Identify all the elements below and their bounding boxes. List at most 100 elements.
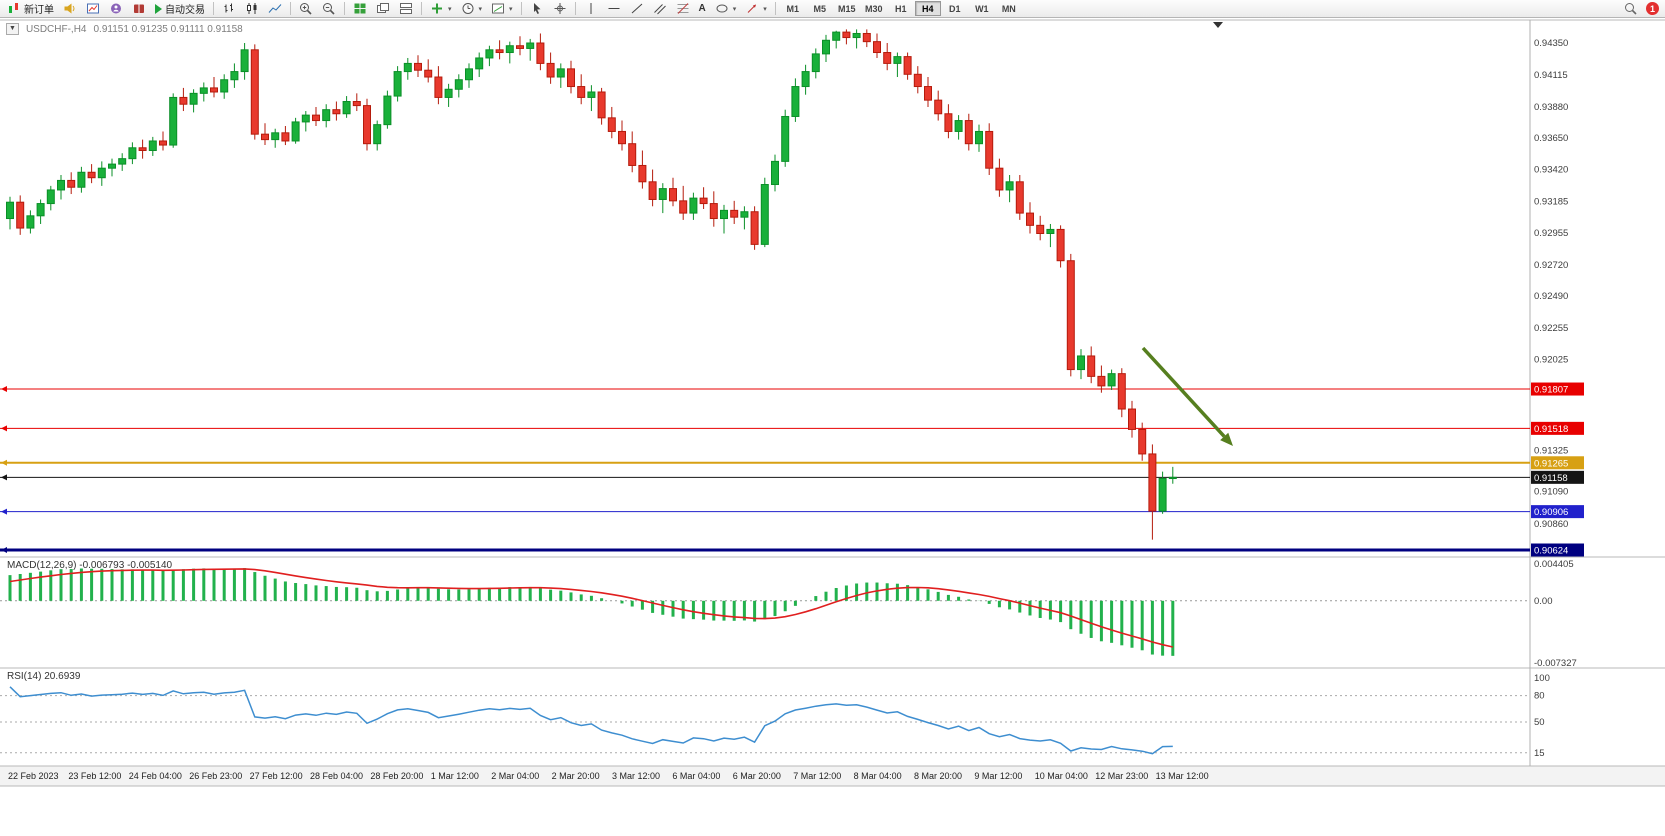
- svg-text:8 Mar 04:00: 8 Mar 04:00: [854, 771, 902, 781]
- chart-background: [0, 18, 1665, 836]
- svg-text:10 Mar 04:00: 10 Mar 04:00: [1035, 771, 1088, 781]
- timeframe-m30[interactable]: M30: [865, 4, 883, 14]
- indicators-button[interactable]: [426, 1, 456, 17]
- candlestick-series: [6, 29, 1177, 540]
- rsi-indicator-label: RSI(14) 20.6939: [7, 671, 81, 682]
- arrows-tool-button[interactable]: [741, 1, 771, 17]
- trend-arrow-annotation[interactable]: [1141, 346, 1233, 446]
- timeframe-m5[interactable]: M5: [813, 4, 827, 14]
- zoom-out-icon: [323, 3, 335, 15]
- trendline-icon: [631, 3, 642, 14]
- notification-badge[interactable]: 1: [1646, 2, 1659, 15]
- candlestick-chart-icon: [247, 3, 257, 14]
- cursor-button[interactable]: [526, 1, 548, 17]
- fibonacci-tool-button[interactable]: [672, 1, 694, 17]
- text-tool-button[interactable]: A: [695, 1, 710, 17]
- svg-text:27 Feb 12:00: 27 Feb 12:00: [250, 771, 303, 781]
- vertical-line-icon: [590, 3, 592, 14]
- svg-text:0.90860: 0.90860: [1534, 519, 1568, 530]
- svg-text:50: 50: [1534, 717, 1545, 728]
- timeframe-m15[interactable]: M15: [838, 4, 856, 14]
- zoom-in-button[interactable]: [295, 1, 317, 17]
- svg-text:26 Feb 23:00: 26 Feb 23:00: [189, 771, 242, 781]
- timeframe-h1[interactable]: H1: [895, 4, 907, 14]
- svg-text:6 Mar 04:00: 6 Mar 04:00: [672, 771, 720, 781]
- new-order-button[interactable]: 新订单: [3, 1, 58, 17]
- toolbar-separator: [213, 2, 214, 15]
- line-chart-type-button[interactable]: [264, 1, 286, 17]
- svg-text:2 Mar 20:00: 2 Mar 20:00: [552, 771, 600, 781]
- chart-window-icon: [87, 3, 99, 14]
- chart-shift-marker[interactable]: [1213, 22, 1223, 28]
- cascade-windows-button[interactable]: [372, 1, 394, 17]
- sound-button[interactable]: [59, 1, 81, 17]
- timeframe-d1[interactable]: D1: [949, 4, 961, 14]
- new-order-label: 新订单: [24, 5, 54, 16]
- svg-text:8 Mar 20:00: 8 Mar 20:00: [914, 771, 962, 781]
- fibonacci-icon: [677, 3, 689, 14]
- chart-canvas[interactable]: 0.94350 0.94115 0.93880 0.93650 0.93420 0.931…: [0, 18, 1665, 836]
- search-button[interactable]: [1620, 1, 1642, 17]
- text-tool-icon: A: [698, 3, 706, 14]
- price-level-lines[interactable]: [0, 386, 1530, 553]
- toolbar: 新订单 自动交易: [0, 0, 1665, 18]
- svg-text:0.91265: 0.91265: [1534, 458, 1568, 469]
- chart-window-button[interactable]: [82, 1, 104, 17]
- crosshair-icon: [554, 3, 566, 14]
- svg-text:15: 15: [1534, 748, 1545, 759]
- svg-text:6 Mar 20:00: 6 Mar 20:00: [733, 771, 781, 781]
- candle-chart-type-button[interactable]: [241, 1, 263, 17]
- toolbar-separator: [290, 2, 291, 15]
- svg-text:2 Mar 04:00: 2 Mar 04:00: [491, 771, 539, 781]
- channel-tool-button[interactable]: [649, 1, 671, 17]
- svg-text:12 Mar 23:00: 12 Mar 23:00: [1095, 771, 1148, 781]
- crosshair-button[interactable]: [549, 1, 571, 17]
- vertical-line-tool-button[interactable]: [580, 1, 602, 17]
- svg-text:0.90624: 0.90624: [1534, 546, 1568, 557]
- trendline-tool-button[interactable]: [626, 1, 648, 17]
- time-axis[interactable]: 22 Feb 2023 23 Feb 12:00 24 Feb 04:00 26 Fe…: [8, 771, 1209, 781]
- profile-icon: [111, 3, 121, 14]
- market-button[interactable]: [128, 1, 150, 17]
- shapes-tool-button[interactable]: [711, 1, 741, 17]
- horizontal-line-icon: [608, 8, 620, 9]
- timeframe-mn[interactable]: MN: [1001, 4, 1016, 14]
- arrange-windows-icon: [400, 3, 412, 14]
- shapes-icon: [716, 4, 728, 13]
- svg-text:28 Feb 04:00: 28 Feb 04:00: [310, 771, 363, 781]
- svg-text:24 Feb 04:00: 24 Feb 04:00: [129, 771, 182, 781]
- timeframe-h4[interactable]: H4: [914, 1, 941, 16]
- svg-text:0.92720: 0.92720: [1534, 260, 1568, 271]
- svg-text:0.93185: 0.93185: [1534, 197, 1568, 208]
- profile-button[interactable]: [105, 1, 127, 17]
- toolbar-separator: [520, 2, 522, 15]
- templates-button[interactable]: [487, 1, 517, 17]
- periods-button[interactable]: [457, 1, 487, 17]
- zoom-out-button[interactable]: [318, 1, 340, 17]
- svg-text:0.92490: 0.92490: [1534, 291, 1568, 302]
- timeframe-m1[interactable]: M1: [786, 4, 800, 14]
- zoom-in-icon: [300, 3, 312, 15]
- svg-text:0.91158: 0.91158: [1534, 473, 1568, 484]
- svg-text:7 Mar 12:00: 7 Mar 12:00: [793, 771, 841, 781]
- price-scale[interactable]: 0.94350 0.94115 0.93880 0.93650 0.93420 0.931…: [1531, 38, 1584, 557]
- one-click-trading-toggle[interactable]: ▼: [6, 23, 19, 35]
- svg-text:0.92255: 0.92255: [1534, 323, 1568, 334]
- search-icon: [1625, 3, 1637, 15]
- add-indicator-icon: [432, 3, 442, 14]
- svg-text:0.91090: 0.91090: [1534, 487, 1568, 498]
- toolbar-separator: [774, 2, 776, 15]
- arrange-windows-button[interactable]: [395, 1, 417, 17]
- autotrade-button[interactable]: 自动交易: [151, 1, 209, 17]
- horizontal-line-tool-button[interactable]: [603, 1, 625, 17]
- bar-chart-type-button[interactable]: [218, 1, 240, 17]
- clock-icon: [462, 3, 474, 14]
- timeframe-w1[interactable]: W1: [975, 4, 989, 14]
- svg-text:0.92025: 0.92025: [1534, 354, 1568, 365]
- tile-windows-button[interactable]: [349, 1, 371, 17]
- svg-text:0.93650: 0.93650: [1534, 133, 1568, 144]
- macd-panel: 0.004405 0.00 -0.007327: [0, 559, 1577, 669]
- arrows-icon: [747, 4, 757, 13]
- tile-windows-icon: [354, 3, 366, 14]
- svg-text:0.91325: 0.91325: [1534, 446, 1568, 457]
